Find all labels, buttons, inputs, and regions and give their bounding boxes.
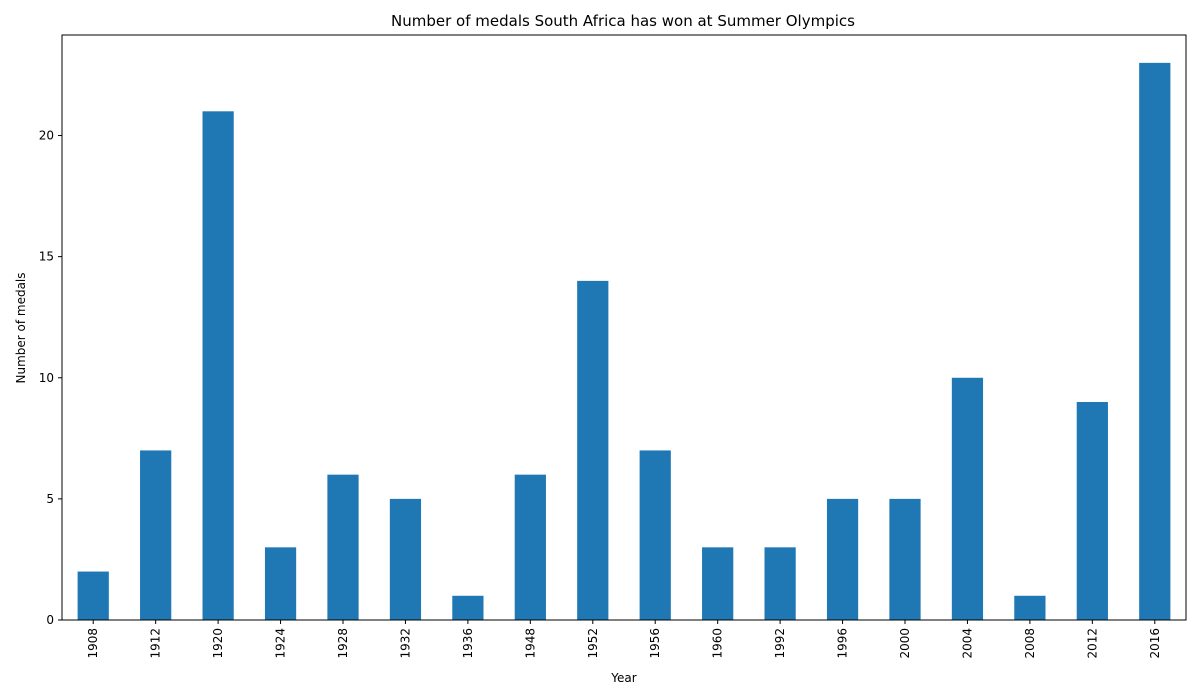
bar-2012 [1076, 401, 1108, 620]
y-tick-label-15: 15 [39, 250, 54, 264]
chart-title: Number of medals South Africa has won at… [391, 12, 855, 30]
y-tick-label-0: 0 [46, 613, 54, 627]
x-tick-label-1908: 1908 [86, 628, 100, 659]
bars-layer [77, 62, 1171, 621]
x-tick-label-2008: 2008 [1023, 628, 1037, 659]
x-tick-label-1936: 1936 [461, 628, 475, 659]
bar-1932 [389, 498, 422, 620]
bar-1908 [77, 571, 109, 620]
y-tick-label-10: 10 [39, 371, 54, 385]
bar-1948 [514, 474, 546, 620]
x-tick-label-1924: 1924 [274, 628, 288, 659]
x-tick-label-1992: 1992 [773, 628, 787, 659]
plot-frame [61, 34, 1187, 621]
bar-1992 [764, 547, 796, 620]
bar-1960 [702, 547, 734, 620]
bar-1952 [577, 280, 609, 620]
bar-2000 [889, 498, 921, 620]
x-tick-label-1996: 1996 [836, 628, 850, 659]
bar-1924 [264, 547, 297, 620]
bar-1996 [826, 498, 859, 620]
y-tick-label-5: 5 [46, 492, 54, 506]
bar-1936 [452, 595, 484, 620]
bar-1956 [639, 450, 671, 620]
x-tick-label-1928: 1928 [336, 628, 350, 659]
x-tick-label-1952: 1952 [586, 628, 600, 659]
x-tick-label-2000: 2000 [898, 628, 912, 659]
bar-1920 [202, 111, 234, 620]
bar-2004 [951, 377, 984, 620]
x-tick-label-1932: 1932 [398, 628, 412, 659]
x-tick-label-2012: 2012 [1085, 628, 1099, 659]
x-tick-label-1948: 1948 [523, 628, 537, 659]
y-axis-ticks: 0 5 10 15 20 [39, 129, 62, 627]
y-tick-label-20: 20 [39, 129, 54, 143]
x-tick-label-2004: 2004 [960, 628, 974, 659]
bar-2008 [1014, 595, 1046, 620]
bar-1912 [140, 450, 172, 620]
x-tick-label-1960: 1960 [711, 628, 725, 659]
x-axis-label: Year [610, 671, 636, 685]
x-tick-label-1920: 1920 [211, 628, 225, 659]
bar-1928 [327, 474, 359, 620]
x-tick-label-1912: 1912 [149, 628, 163, 659]
x-axis-ticks: 1908 1912 1920 1924 1928 1932 1936 1948 1952 1956… [86, 620, 1162, 659]
x-tick-label-2016: 2016 [1148, 628, 1162, 659]
y-axis-label: Number of medals [14, 272, 28, 383]
x-tick-label-1956: 1956 [648, 628, 662, 659]
bar-2016 [1139, 62, 1171, 621]
